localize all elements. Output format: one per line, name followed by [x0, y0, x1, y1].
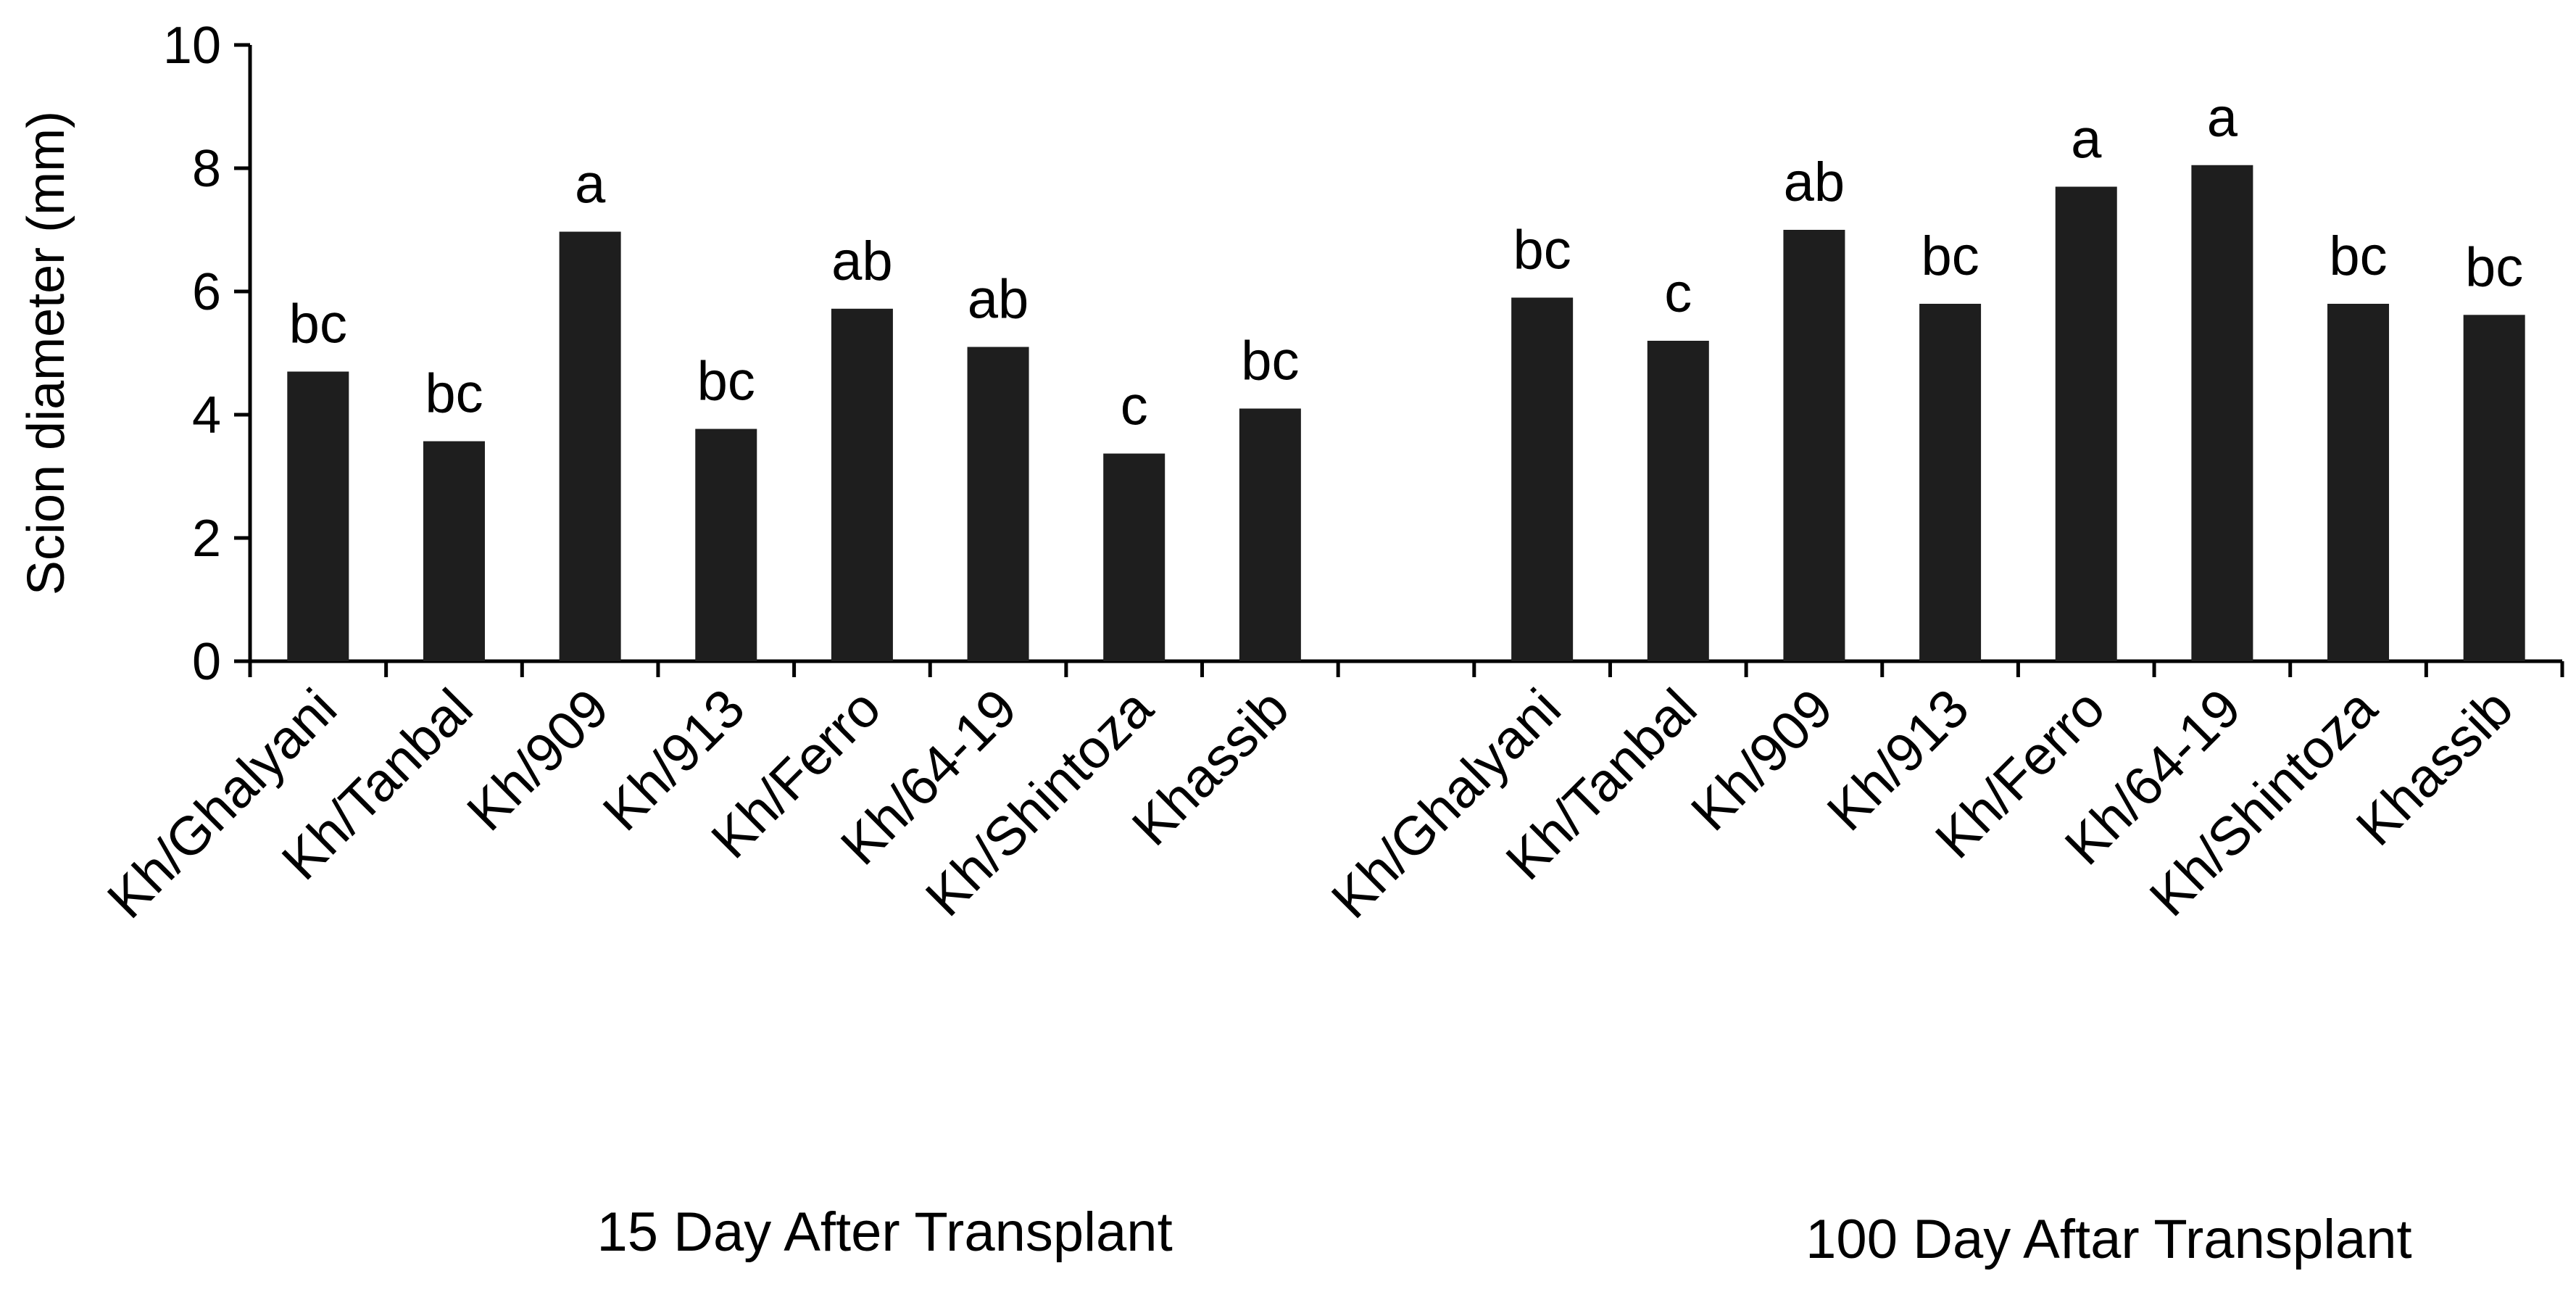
- category-label: Kh/Ghalyani: [96, 677, 348, 929]
- significance-letter: a: [2207, 87, 2238, 149]
- significance-letter: c: [1121, 376, 1148, 437]
- bar-100d-kh-909: [1783, 230, 1845, 661]
- bar-15d-kh-tanbal: [423, 441, 485, 661]
- y-axis-title: Scion diameter (mm): [17, 111, 75, 595]
- y-tick-label: 8: [192, 140, 221, 198]
- bar-15d-kh-64-19: [967, 347, 1029, 661]
- bar-100d-khassib: [2463, 315, 2525, 661]
- y-tick-label: 10: [163, 17, 221, 75]
- y-tick-label: 2: [192, 510, 221, 568]
- significance-letter: bc: [2329, 225, 2387, 287]
- category-label: Kh/909: [1679, 677, 1844, 842]
- significance-letter: bc: [1513, 220, 1571, 281]
- y-tick-label: 4: [192, 386, 221, 444]
- significance-letter: ab: [831, 231, 893, 292]
- bar-100d-kh-913: [1919, 304, 1982, 661]
- x-axis: [248, 659, 2564, 677]
- y-tick-label: 6: [192, 263, 221, 321]
- significance-letter: c: [1664, 262, 1692, 324]
- significance-letter: a: [2071, 109, 2102, 170]
- bar-15d-kh-909: [559, 231, 621, 661]
- y-axis: 0 2 4 6 8 10: [163, 17, 252, 691]
- y-tick-label: 0: [192, 633, 221, 691]
- bar-100d-kh-shintoza: [2327, 304, 2390, 661]
- category-label: Kh/Ghalyani: [1320, 677, 1572, 929]
- bar-100d-kh-64-19: [2191, 165, 2253, 661]
- bar-15d-kh-913: [695, 428, 757, 661]
- bar-15d-kh-shintoza: [1103, 453, 1166, 661]
- bar-100d-kh-ghalyani: [1511, 297, 1574, 661]
- category-labels: Kh/GhalyaniKh/TanbalKh/909Kh/913Kh/Ferro…: [96, 677, 2525, 930]
- significance-letter: ab: [968, 269, 1029, 331]
- significance-letter: bc: [1921, 225, 1979, 287]
- group-title-100-day: 100 Day Aftar Transplant: [1806, 1209, 2411, 1270]
- significance-letter: ab: [1784, 152, 1845, 213]
- bar-15d-kh-ferro: [831, 308, 893, 661]
- significance-letter: bc: [289, 294, 347, 355]
- significance-letter: bc: [2465, 236, 2523, 298]
- bar-100d-kh-ferro: [2055, 186, 2117, 661]
- group-title-15-day: 15 Day After Transplant: [597, 1201, 1172, 1263]
- significance-letter: bc: [697, 351, 755, 413]
- significance-letter: a: [575, 154, 606, 215]
- category-label: Kh/909: [455, 677, 620, 842]
- significance-letter: bc: [1241, 331, 1299, 392]
- bar-15d-khassib: [1239, 408, 1301, 661]
- bar-15d-kh-ghalyani: [287, 371, 349, 661]
- bar-100d-kh-tanbal: [1647, 341, 1709, 661]
- significance-letter: bc: [425, 363, 483, 425]
